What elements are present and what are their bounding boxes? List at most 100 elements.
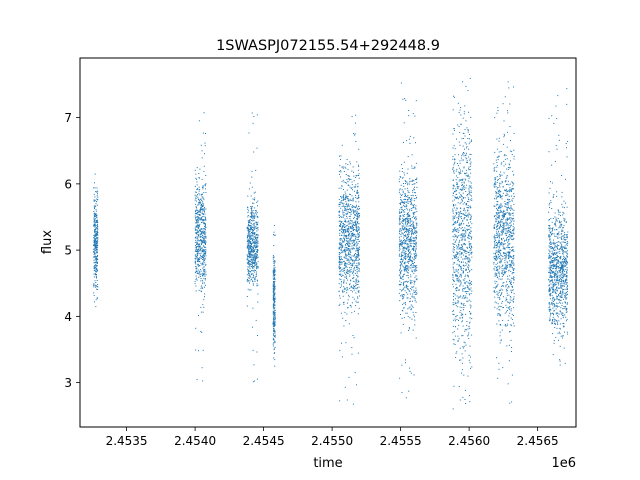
data-point — [355, 225, 357, 227]
data-point — [252, 231, 254, 233]
data-point — [413, 296, 415, 298]
data-point — [340, 273, 342, 275]
data-point — [251, 246, 253, 248]
data-point — [343, 325, 345, 327]
data-point — [340, 261, 342, 263]
data-point — [509, 402, 511, 404]
data-point — [470, 165, 472, 167]
data-point — [348, 255, 350, 257]
data-point — [468, 267, 469, 269]
data-point — [355, 259, 357, 261]
data-point — [408, 266, 410, 268]
data-point — [257, 215, 259, 217]
data-point — [252, 242, 254, 244]
data-point — [402, 284, 404, 286]
data-point — [412, 232, 414, 234]
data-point — [452, 313, 454, 315]
data-point — [497, 217, 499, 219]
data-point — [257, 241, 259, 243]
data-point — [358, 175, 360, 176]
data-point — [510, 207, 512, 209]
data-point — [459, 197, 461, 198]
data-point — [94, 199, 96, 201]
data-point — [199, 230, 201, 232]
data-point — [256, 242, 258, 244]
data-point — [457, 260, 459, 262]
data-point — [510, 289, 512, 291]
data-point — [95, 221, 97, 223]
data-point — [249, 238, 251, 240]
data-point — [253, 222, 255, 224]
data-point — [205, 241, 207, 243]
data-point — [248, 220, 250, 222]
data-point — [351, 302, 353, 304]
data-point — [456, 175, 457, 177]
data-point — [403, 141, 404, 143]
data-point — [494, 237, 496, 239]
data-point — [457, 253, 458, 255]
data-point — [415, 142, 416, 144]
data-point — [499, 314, 501, 316]
data-point — [412, 263, 414, 265]
data-point — [198, 199, 200, 201]
data-point — [94, 252, 95, 254]
data-point — [401, 253, 402, 255]
data-point — [460, 276, 462, 278]
data-point — [250, 245, 252, 247]
data-point — [248, 262, 250, 263]
data-point — [406, 237, 408, 239]
data-point — [401, 200, 403, 202]
data-point — [95, 260, 97, 262]
data-point — [414, 211, 416, 213]
data-point — [414, 243, 416, 245]
data-point — [340, 224, 342, 226]
data-point — [461, 189, 463, 191]
data-point — [452, 278, 454, 280]
data-point — [505, 232, 507, 234]
data-point — [399, 268, 401, 270]
data-point — [504, 190, 506, 192]
data-point — [457, 220, 459, 222]
data-point — [202, 228, 204, 230]
data-point — [341, 259, 343, 260]
data-point — [413, 249, 415, 251]
data-point — [413, 266, 414, 268]
data-point — [195, 245, 196, 247]
data-point — [340, 256, 342, 258]
data-point — [94, 266, 96, 268]
data-point — [255, 319, 257, 321]
data-point — [453, 204, 454, 205]
data-point — [357, 253, 359, 255]
data-point — [462, 309, 464, 311]
data-point — [256, 254, 258, 256]
data-point — [399, 265, 401, 267]
data-point — [403, 282, 405, 284]
data-point — [357, 237, 359, 238]
data-point — [351, 181, 353, 183]
data-point — [407, 202, 409, 204]
data-point — [463, 152, 465, 154]
data-point — [457, 187, 459, 189]
data-point — [204, 232, 206, 234]
data-point — [247, 210, 249, 212]
data-point — [356, 281, 358, 283]
data-point — [463, 258, 465, 260]
data-point — [402, 98, 404, 100]
data-point — [251, 216, 253, 217]
data-point — [457, 196, 458, 198]
data-point — [401, 257, 403, 259]
data-point — [201, 232, 202, 234]
data-point — [251, 249, 253, 251]
data-point — [468, 258, 470, 260]
data-point — [467, 216, 469, 218]
data-point — [454, 233, 456, 235]
data-point — [467, 175, 469, 177]
data-point — [456, 251, 457, 253]
data-point — [458, 289, 460, 291]
data-point — [246, 274, 248, 276]
data-point — [506, 176, 508, 178]
data-point — [411, 231, 413, 233]
data-point — [496, 182, 498, 183]
data-point — [203, 192, 205, 194]
data-point — [413, 243, 415, 245]
